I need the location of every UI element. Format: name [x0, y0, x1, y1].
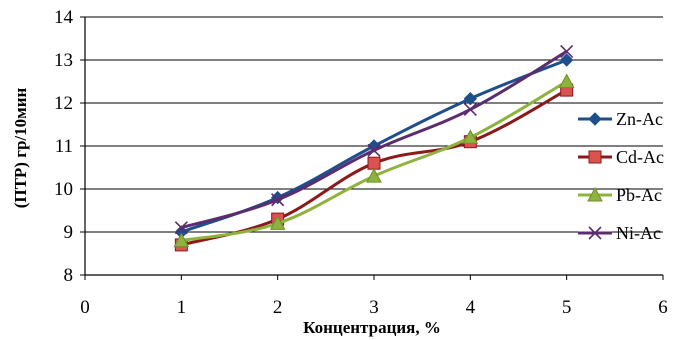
y-tick-label: 11 — [55, 136, 73, 157]
data-point — [559, 53, 574, 67]
legend-item-cd-ac: Cd-Ac — [578, 147, 664, 167]
x-axis-title: Концентрация, % — [303, 318, 441, 337]
series-cd-ac — [174, 83, 574, 252]
x-tick-label: 1 — [177, 297, 187, 318]
data-point — [558, 73, 575, 88]
x-tick-labels: 0 1 2 3 4 5 6 — [80, 297, 668, 318]
marker-stroke — [560, 44, 574, 58]
legend-label: Cd-Ac — [616, 147, 664, 167]
marker-stroke — [588, 226, 602, 240]
y-tick-label: 9 — [64, 222, 74, 243]
x-tick-label: 2 — [273, 297, 283, 318]
series-ni-ac — [174, 44, 574, 235]
y-tick-label: 13 — [54, 50, 73, 71]
series-group — [173, 44, 575, 252]
data-point — [269, 215, 286, 230]
legend-item-ni-ac: Ni-Ac — [578, 223, 661, 243]
legend-item-pb-ac: Pb-Ac — [578, 185, 662, 205]
y-tick-labels: 8 9 10 11 12 13 14 — [54, 7, 74, 286]
series-pb-ac — [173, 73, 575, 248]
y-tick-label: 12 — [54, 93, 73, 114]
data-point — [367, 156, 381, 170]
legend-label: Zn-Ac — [616, 109, 663, 129]
marker-stroke — [174, 221, 188, 235]
data-point — [462, 129, 479, 144]
legend-label: Ni-Ac — [616, 223, 661, 243]
data-point — [367, 143, 381, 157]
data-point — [174, 221, 188, 235]
legend-marker — [588, 150, 602, 164]
legend-marker — [588, 226, 602, 240]
marker-stroke — [271, 193, 285, 207]
marker-stroke — [463, 102, 477, 117]
y-tick-label: 14 — [54, 7, 74, 28]
data-point — [463, 102, 477, 117]
legend-item-zn-ac: Zn-Ac — [578, 109, 663, 129]
legend-label: Pb-Ac — [616, 185, 662, 205]
data-point — [366, 168, 382, 183]
legend: Zn-Ac Cd-Ac Pb-Ac Ni-Ac — [578, 109, 664, 243]
gridlines — [85, 16, 663, 233]
data-point — [271, 193, 285, 207]
y-tick-label: 10 — [54, 179, 73, 200]
data-point — [173, 232, 190, 248]
x-tick-label: 4 — [466, 297, 476, 318]
y-axis-title: (ПТР) гр/10мин — [11, 88, 30, 209]
x-tick-label: 5 — [562, 297, 572, 318]
y-tick-label: 8 — [64, 265, 74, 286]
legend-marker — [588, 112, 602, 126]
legend-marker — [587, 186, 603, 202]
data-point — [560, 44, 574, 58]
axes — [80, 16, 664, 280]
x-tick-label: 3 — [369, 297, 379, 318]
data-point — [463, 91, 478, 106]
marker-stroke — [367, 143, 381, 157]
x-tick-label: 0 — [80, 297, 90, 318]
x-tick-label: 6 — [658, 297, 668, 318]
